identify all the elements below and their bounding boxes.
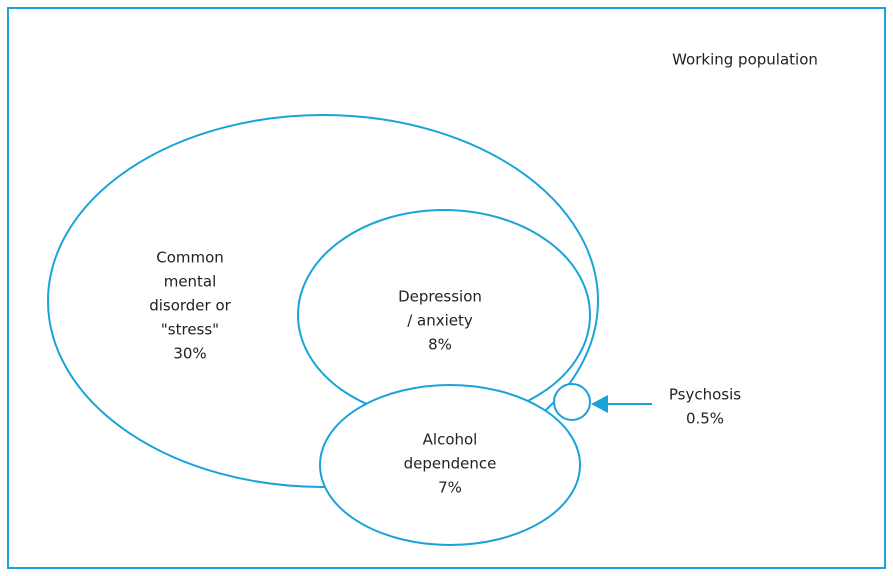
node-label: dependence (404, 455, 497, 473)
title: Working population (672, 51, 818, 69)
arrow-head (591, 395, 608, 413)
frame (7, 7, 886, 569)
node-label: 8% (428, 336, 452, 354)
node-label: "stress" (161, 321, 219, 339)
psychosis-circle (553, 383, 591, 421)
node-label: mental (164, 273, 217, 291)
node-label: disorder or (149, 297, 231, 315)
node-label: / anxiety (407, 312, 473, 330)
node-label: Psychosis (669, 386, 741, 404)
labels: Common mental disorder or "stress" 30% Depres… (149, 249, 741, 497)
node-label: Alcohol (423, 431, 478, 449)
node-label: 0.5% (686, 410, 724, 428)
node-label: 7% (438, 479, 462, 497)
node-label: 30% (173, 345, 206, 363)
alcohol-ellipse (319, 384, 581, 546)
node-label: Depression (398, 288, 482, 306)
node-label: Common (156, 249, 224, 267)
